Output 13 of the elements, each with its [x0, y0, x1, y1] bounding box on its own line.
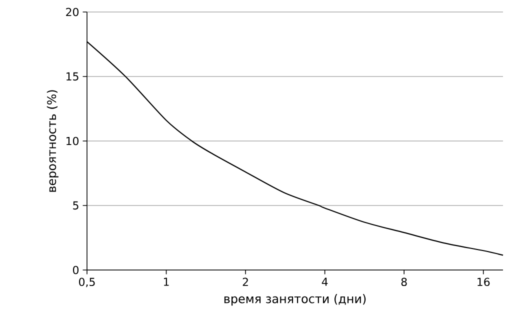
x-tick-label: 4: [322, 278, 328, 286]
y-tick-label: 5: [73, 201, 78, 210]
x-axis-title: время занятости (дни): [224, 294, 366, 306]
y-tick-label: 15: [66, 72, 78, 81]
x-tick-label: 16: [478, 278, 490, 286]
y-axis-title: вероятность (%): [46, 90, 58, 192]
x-tick-label: 1: [164, 278, 169, 286]
x-tick-label: 2: [242, 278, 248, 286]
x-tick-label: 8: [401, 278, 407, 286]
y-tick-label: 10: [66, 136, 79, 146]
y-tick-label: 0: [73, 266, 79, 274]
x-tick-label: 0,5: [79, 278, 95, 288]
y-tick-label: 20: [66, 8, 79, 16]
